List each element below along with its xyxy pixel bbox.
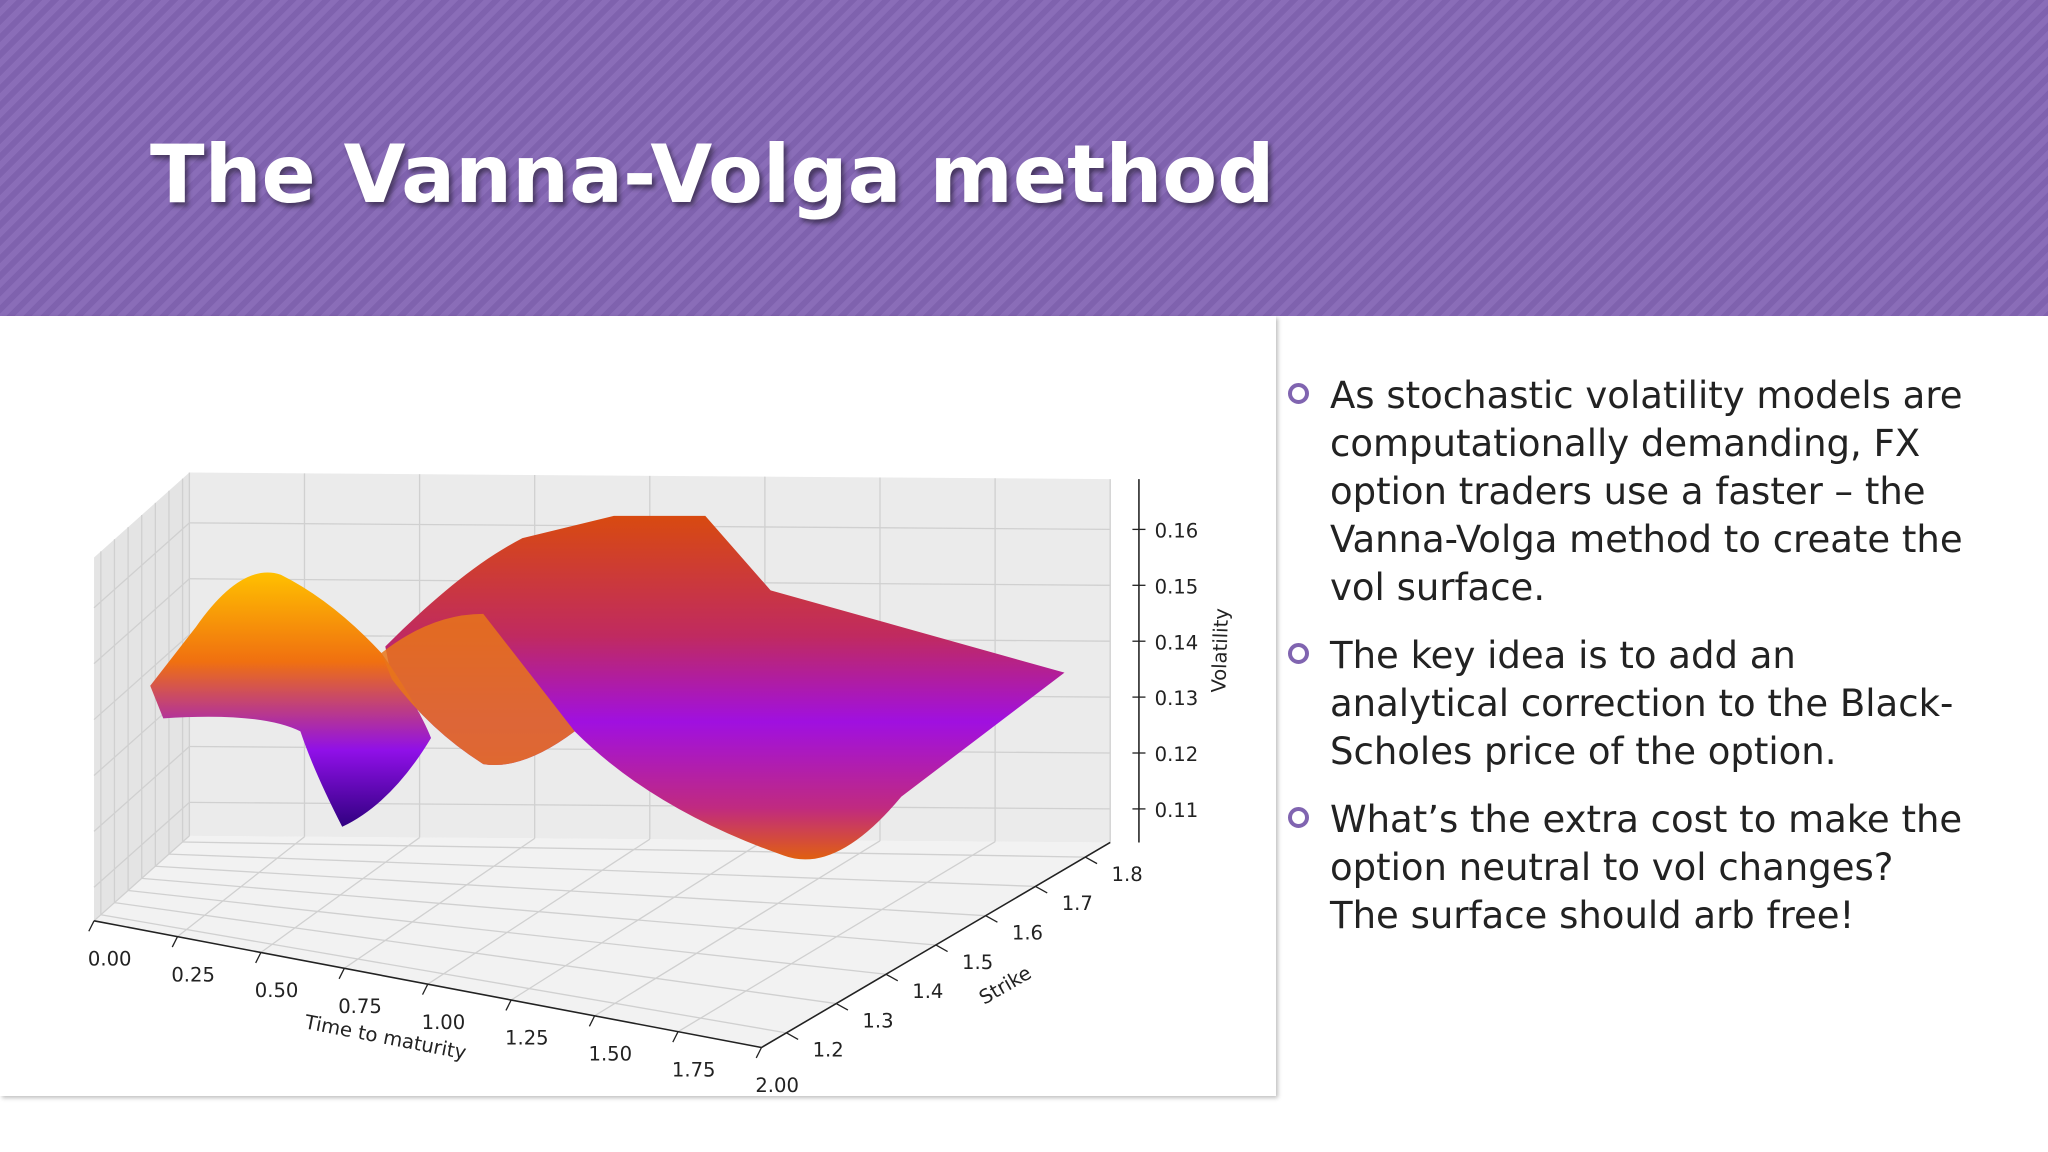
tick-mark	[786, 1032, 799, 1040]
x-tick-label: 0.75	[338, 995, 382, 1018]
x-tick-label: 2.00	[755, 1074, 799, 1097]
y-tick-label: 1.4	[912, 980, 943, 1003]
tick-mark	[885, 973, 899, 982]
tick-mark	[421, 983, 429, 995]
bullet-icon	[1288, 643, 1309, 664]
tick-mark	[88, 920, 95, 932]
tick-mark	[338, 968, 345, 980]
tick-mark	[1084, 856, 1098, 865]
x-tick-label: 0.00	[88, 948, 132, 971]
tick-mark	[171, 936, 179, 948]
grid-line	[100, 914, 787, 1034]
grid-line	[93, 634, 190, 721]
y-tick-label: 1.3	[862, 1009, 893, 1032]
floor-pane	[94, 835, 1111, 1048]
y-tick-label: 1.8	[1112, 863, 1143, 886]
tick-mark	[672, 1031, 679, 1043]
z-axis-label: Volatility	[1207, 608, 1233, 693]
surface-sheet	[150, 572, 432, 827]
tick-mark	[588, 1015, 596, 1027]
y-tick-label: 1.5	[962, 951, 993, 974]
grid-line	[93, 745, 190, 832]
tick-mark	[835, 1002, 849, 1011]
z-tick-label: 0.13	[1155, 687, 1199, 710]
grid-line	[182, 841, 1086, 858]
surface-sheet	[385, 515, 1065, 860]
y-tick-label: 1.2	[813, 1039, 844, 1062]
y-tick-label: 1.6	[1012, 921, 1043, 944]
grid-line	[128, 889, 887, 975]
grid-line	[168, 853, 1036, 888]
tick-mark	[1035, 885, 1048, 894]
x-tick-label: 1.75	[672, 1058, 716, 1081]
surface-ridge	[381, 613, 575, 766]
grid-line	[114, 901, 837, 1005]
z-tick-label: 0.15	[1155, 575, 1199, 598]
tick-mark	[935, 944, 948, 953]
bullet-list: As stochastic volatility models are comp…	[1286, 372, 1966, 960]
tick-mark	[505, 999, 512, 1011]
slide-title: The Vanna-Volga method	[150, 128, 1275, 221]
z-tick-label: 0.11	[1155, 799, 1199, 822]
bullet-text: What’s the extra cost to make the option…	[1330, 798, 1963, 937]
bullet: As stochastic volatility models are comp…	[1286, 372, 1966, 612]
header-band	[0, 0, 2048, 316]
z-tick-label: 0.14	[1155, 631, 1199, 654]
bullet-text: As stochastic volatility models are comp…	[1330, 374, 1963, 609]
bullet-text: The key idea is to add an analytical cor…	[1330, 634, 1954, 773]
grid-line	[155, 865, 986, 917]
bullet: The key idea is to add an analytical cor…	[1286, 632, 1966, 776]
z-tick-label: 0.12	[1155, 743, 1199, 766]
tick-mark	[755, 1047, 763, 1059]
grid-line	[93, 578, 190, 665]
bullet-icon	[1288, 807, 1309, 828]
grid-line	[93, 801, 190, 888]
x-tick-label: 1.50	[588, 1043, 632, 1066]
x-tick-label: 1.25	[505, 1027, 549, 1050]
bullet-icon	[1288, 383, 1309, 404]
grid-line	[141, 877, 936, 946]
tick-mark	[985, 915, 998, 923]
surface	[150, 515, 1065, 860]
tick-mark	[255, 952, 262, 964]
bullet: What’s the extra cost to make the option…	[1286, 796, 1966, 940]
z-tick-label: 0.16	[1155, 520, 1199, 543]
y-tick-label: 1.7	[1062, 892, 1093, 915]
grid-line	[93, 522, 190, 609]
x-tick-label: 1.00	[422, 1011, 466, 1034]
x-tick-label: 0.25	[171, 963, 215, 986]
x-tick-label: 0.50	[255, 979, 299, 1002]
